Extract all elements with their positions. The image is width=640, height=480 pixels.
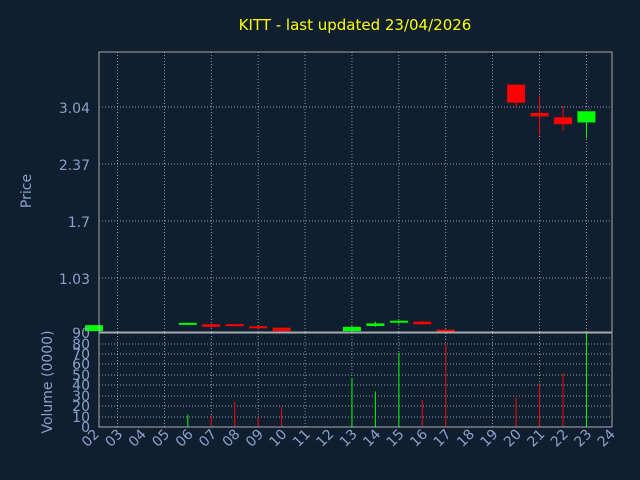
- candle-13: [342, 325, 361, 332]
- day-tick-label: 18: [454, 427, 478, 451]
- candle-06: [178, 322, 197, 326]
- candle-body: [577, 111, 596, 123]
- chart-title: KITT - last updated 23/04/2026: [239, 16, 472, 34]
- candle-body: [366, 323, 385, 326]
- candle-body: [413, 321, 432, 325]
- volume-tick-label: 90: [72, 326, 90, 342]
- day-tick-label: 21: [524, 427, 548, 451]
- x-axis-label: Day: [334, 459, 362, 475]
- day-tick-label: 13: [337, 427, 361, 451]
- candle-09: [249, 325, 268, 329]
- candle-body: [389, 320, 408, 323]
- candle-15: [389, 320, 408, 325]
- day-tick-label: 17: [431, 427, 455, 451]
- day-tick-label: 16: [407, 426, 431, 450]
- candle-17: [436, 329, 455, 332]
- candle-body: [202, 324, 221, 327]
- day-tick-label: 07: [196, 427, 220, 451]
- price-tick-label: 1.03: [59, 272, 90, 288]
- day-tick-label: 15: [384, 427, 408, 451]
- candle-22: [554, 106, 572, 132]
- day-tick-label: 22: [548, 427, 572, 451]
- candle-02: [85, 325, 103, 332]
- volume-tick-label: 20: [72, 399, 90, 415]
- candle-21: [530, 95, 549, 136]
- candle-08: [225, 324, 244, 327]
- candle-07: [202, 323, 221, 328]
- candle-body: [436, 329, 455, 332]
- candle-10: [272, 327, 291, 332]
- volume-bars: [187, 333, 587, 427]
- volume-tick-label: 10: [72, 410, 90, 426]
- volume-tick-label: 70: [72, 347, 90, 363]
- volume-tick-label: 40: [72, 378, 90, 394]
- price-plot-frame: [98, 51, 613, 333]
- volume-plot-frame: [98, 332, 613, 428]
- day-tick-label: 06: [173, 426, 197, 450]
- candle-20: [507, 84, 526, 107]
- day-tick-label: 10: [267, 427, 291, 451]
- volume-tick-label: 30: [72, 389, 90, 405]
- price-axis-label: Price: [19, 174, 35, 208]
- day-tick-label: 03: [102, 427, 126, 451]
- day-tick-label: 23: [571, 427, 595, 451]
- candle-body: [530, 112, 549, 117]
- candle-body: [85, 325, 103, 332]
- candle-body: [507, 84, 526, 103]
- price-tick-label: 1.7: [68, 215, 90, 231]
- day-tick-label: 09: [243, 427, 267, 451]
- volume-axis-label: Volume (0000): [40, 330, 56, 433]
- day-tick-label: 12: [313, 427, 337, 451]
- volume-tick-label: 80: [72, 337, 90, 353]
- day-tick-label: 19: [478, 427, 502, 451]
- day-tick-label: 24: [595, 426, 619, 450]
- candle-body: [342, 326, 361, 332]
- volume-tick-label: 0: [81, 420, 90, 436]
- candle-23: [577, 111, 596, 138]
- candle-body: [225, 324, 244, 327]
- candle-body: [272, 327, 291, 332]
- day-tick-label: 20: [501, 427, 525, 451]
- grid-layer: [99, 52, 612, 428]
- day-tick-label: 04: [126, 426, 150, 450]
- candle-body: [249, 326, 268, 329]
- candle-16: [413, 320, 432, 325]
- volume-tick-label: 60: [72, 357, 90, 373]
- candle-14: [366, 321, 385, 327]
- volume-tick-label: 50: [72, 368, 90, 384]
- day-tick-label: 14: [360, 426, 384, 450]
- plot-frames: [98, 51, 613, 428]
- candle-body: [178, 322, 197, 325]
- price-tick-label: 3.04: [59, 101, 90, 117]
- price-tick-label: 2.37: [59, 158, 90, 174]
- price-candles: [85, 84, 596, 332]
- day-tick-label: 11: [290, 427, 314, 451]
- day-tick-label: 08: [220, 427, 244, 451]
- day-tick-label: 05: [149, 427, 173, 451]
- candle-body: [554, 117, 572, 125]
